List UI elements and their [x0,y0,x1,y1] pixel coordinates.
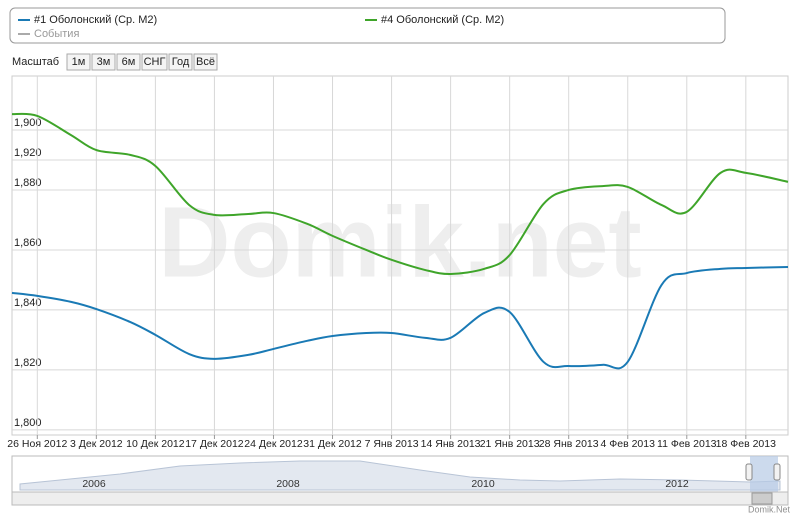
zoom-button-label[interactable]: 1м [72,56,86,68]
series-line [11,112,789,275]
zoom-button[interactable] [141,53,168,71]
x-tick-label: 7 Янв 2013 [365,438,419,450]
navigator-label: 2012 [665,478,689,490]
y-tick-label: 1,840 [14,297,42,309]
zoom-button[interactable] [91,53,116,71]
zoom-button[interactable] [66,53,91,71]
navigator-selection[interactable] [750,456,778,492]
x-tick-label: 26 Ноя 2012 [7,438,67,450]
legend-label[interactable]: #4 Оболонский (Ср. М2) [381,14,504,26]
x-tick-label: 17 Дек 2012 [185,438,244,450]
scrollbar[interactable] [11,491,789,506]
zoom-button-label[interactable]: СНГ [144,56,166,68]
navigator-handle[interactable] [773,463,781,481]
zoom-button-label[interactable]: 3м [97,56,111,68]
x-tick-label: 10 Дек 2012 [126,438,185,450]
zoom-button[interactable] [116,53,141,71]
zoom-buttons: 1м 3м 6м СНГ Год Всё [66,53,218,71]
legend-label[interactable]: #1 Оболонский (Ср. М2) [34,14,157,26]
watermark: Domik.net [158,186,641,298]
navigator-label: 2010 [471,478,495,490]
x-tick-label: 24 Дек 2012 [244,438,303,450]
y-tick-label: 1,900 [14,117,42,129]
zoom-button[interactable] [193,53,218,71]
x-tick-label: 3 Дек 2012 [70,438,123,450]
navigator-label: 2008 [276,478,300,490]
x-tick-label: 31 Дек 2012 [303,438,362,450]
x-tick-label: 4 Фев 2013 [601,438,656,450]
navigator-handle[interactable] [745,463,753,481]
navigator-labels: 2006 2008 2010 2012 [82,478,689,490]
legend-box [9,7,726,44]
zoom-button[interactable] [168,53,193,71]
y-tick-label: 1,800 [14,417,42,429]
legend-label[interactable]: События [34,28,79,40]
navigator-label: 2006 [82,478,106,490]
y-tick-label: 1,920 [14,147,42,159]
credit: Domik.Net [748,504,791,514]
x-tick-label: 28 Янв 2013 [539,438,599,450]
x-tick-label: 14 Янв 2013 [421,438,481,450]
zoom-label: Масштаб [12,56,59,68]
scrollbar-thumb[interactable] [751,492,773,505]
series-line [11,266,789,370]
zoom-button-label[interactable]: Год [172,56,190,68]
y-tick-label: 1,880 [14,177,42,189]
x-tick-label: 18 Фев 2013 [716,438,776,450]
y-tick-label: 1,820 [14,357,42,369]
legend: #1 Оболонский (Ср. М2) #4 Оболонский (Ср.… [18,14,504,40]
zoom-button-label[interactable]: 6м [122,56,136,68]
y-tick-label: 1,860 [14,237,42,249]
plot: 1,800 1,820 1,840 1,860 1,880 1,920 1,900 26 Но… [7,76,789,450]
x-tick-label: 11 Фев 2013 [657,438,717,450]
zoom-button-label[interactable]: Всё [196,56,215,68]
x-tick-label: 21 Янв 2013 [480,438,540,450]
plot-border [11,75,789,436]
